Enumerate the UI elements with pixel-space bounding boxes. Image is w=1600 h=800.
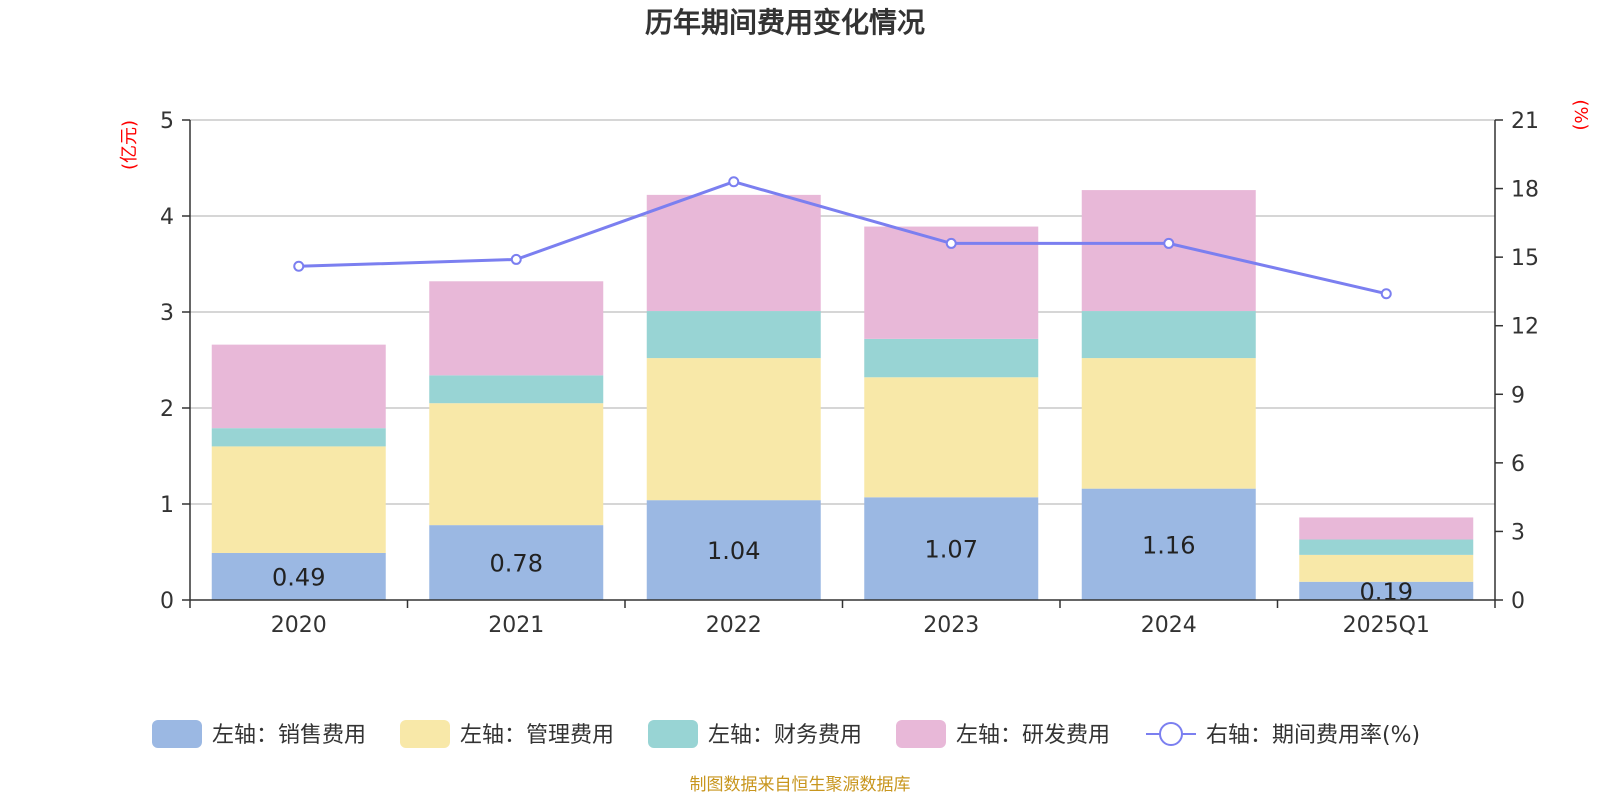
bar-value-label: 1.16 xyxy=(1142,531,1195,559)
bar-value-label: 0.19 xyxy=(1360,578,1413,606)
left-axis-unit: (亿元) xyxy=(119,120,140,170)
rate-point xyxy=(728,176,740,188)
x-axis-tick-label: 2022 xyxy=(706,613,762,638)
legend: 左轴：销售费用 左轴：管理费用 左轴：财务费用 左轴：研发费用 右轴：期间费用率(%) xyxy=(152,720,1420,748)
right-axis-tick-label: 9 xyxy=(1511,383,1525,408)
bars xyxy=(211,190,1474,600)
left-axis-tick-label: 0 xyxy=(160,589,174,614)
bar-segment xyxy=(646,358,821,501)
bar-segment xyxy=(1081,358,1256,489)
right-axis-tick-label: 21 xyxy=(1511,109,1539,134)
right-axis-tick-label: 12 xyxy=(1511,315,1539,340)
legend-swatch xyxy=(896,720,946,748)
right-axis-tick-label: 0 xyxy=(1511,589,1525,614)
x-axis-tick-label: 2020 xyxy=(271,613,327,638)
bar-value-label: 0.78 xyxy=(490,550,543,578)
bar-segment xyxy=(429,525,604,600)
bar-segment xyxy=(429,403,604,526)
bar-segment xyxy=(646,500,821,600)
rate-point xyxy=(1163,237,1175,249)
right-axis-tick-label: 15 xyxy=(1511,246,1539,271)
bar-segment xyxy=(211,428,386,447)
legend-swatch xyxy=(648,720,698,748)
rate-line xyxy=(293,176,1392,300)
rate-line-path xyxy=(298,180,1387,296)
bar-segment xyxy=(646,194,821,312)
bar-segment xyxy=(1081,190,1256,312)
x-axis-tick-label: 2023 xyxy=(923,613,979,638)
bar-segment xyxy=(211,344,386,429)
bar-value-label: 0.49 xyxy=(272,563,325,591)
bar-segment xyxy=(864,497,1039,600)
x-axis-tick-label: 2024 xyxy=(1141,613,1197,638)
legend-marker xyxy=(1159,722,1183,746)
data-source-note: 制图数据来自恒生聚源数据库 xyxy=(690,775,911,795)
grid-lines xyxy=(190,119,1495,505)
legend-label: 左轴：管理费用 xyxy=(460,723,614,748)
bar-segment xyxy=(211,552,386,600)
left-axis-tick-label: 5 xyxy=(160,109,174,134)
bar-value-label: 1.04 xyxy=(707,537,760,565)
bar-segment xyxy=(1299,581,1474,600)
legend-label: 左轴：销售费用 xyxy=(212,723,366,748)
legend-swatch xyxy=(152,720,202,748)
bar-segment xyxy=(646,311,821,359)
left-axis-tick-label: 1 xyxy=(160,493,174,518)
right-axis-tick-label: 6 xyxy=(1511,452,1525,477)
left-axis-tick-label: 3 xyxy=(160,301,174,326)
bar-segment xyxy=(211,446,386,553)
bar-segment xyxy=(429,281,604,376)
bar-labels: 0.49 0.78 1.04 1.07 1.16 0.19 xyxy=(272,531,1413,606)
x-axis-tick-label: 2025Q1 xyxy=(1343,613,1430,638)
bar-segment xyxy=(864,338,1039,378)
right-axis-tick-label: 3 xyxy=(1511,520,1525,545)
legend-swatch xyxy=(400,720,450,748)
right-axis-tick-label: 18 xyxy=(1511,178,1539,203)
bar-segment xyxy=(1299,554,1474,582)
right-axis-unit: (%) xyxy=(1570,99,1591,130)
chart-title: 历年期间费用变化情况 xyxy=(645,6,925,39)
left-axis-tick-label: 2 xyxy=(160,397,174,422)
rate-point xyxy=(510,253,522,265)
rate-point xyxy=(293,260,305,272)
bar-segment xyxy=(1081,311,1256,359)
bar-value-label: 1.07 xyxy=(925,536,978,564)
x-axis-tick-label: 2021 xyxy=(488,613,544,638)
left-axis-tick-label: 4 xyxy=(160,205,174,230)
bar-segment xyxy=(864,377,1039,498)
bar-segment xyxy=(1299,517,1474,540)
bar-segment xyxy=(1081,488,1256,600)
bar-segment xyxy=(1299,539,1474,555)
legend-label: 左轴：财务费用 xyxy=(708,723,862,748)
rate-point xyxy=(945,237,957,249)
bar-segment xyxy=(429,375,604,404)
rate-point xyxy=(1380,288,1392,300)
legend-label: 右轴：期间费用率(%) xyxy=(1206,723,1420,748)
legend-label: 左轴：研发费用 xyxy=(956,723,1110,748)
